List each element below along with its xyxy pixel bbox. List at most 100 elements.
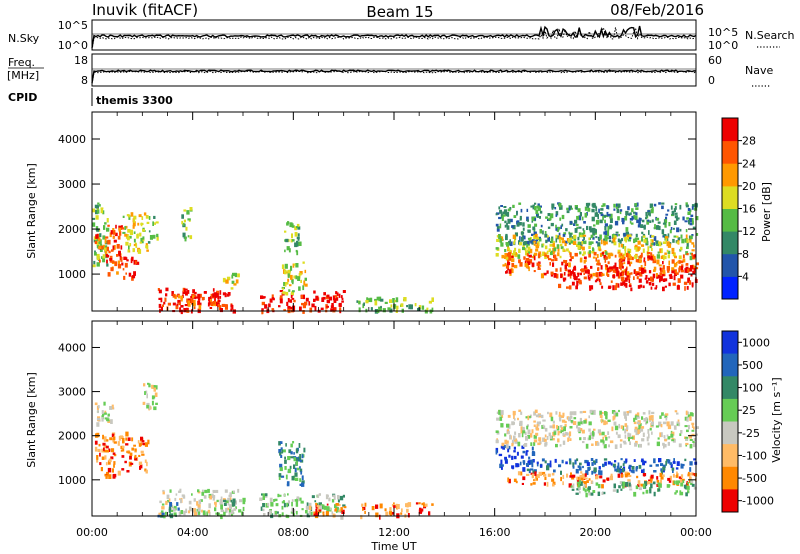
scatter-cell [506, 222, 508, 227]
scatter-cell [107, 239, 111, 245]
scatter-cell [579, 281, 582, 285]
scatter-cell [495, 223, 499, 227]
scatter-cell [500, 459, 503, 465]
scatter-cell [133, 444, 136, 447]
scatter-cell [586, 462, 590, 467]
scatter-cell [297, 456, 302, 462]
scatter-cell [125, 272, 127, 275]
scatter-cell [162, 491, 165, 495]
scatter-cell [665, 413, 669, 416]
scatter-cell [341, 300, 344, 303]
scatter-cell [630, 222, 634, 225]
scatter-cell [664, 285, 667, 288]
scatter-cell [555, 224, 557, 229]
scatter-cell [293, 263, 296, 266]
scatter-cell [362, 506, 366, 511]
scatter-cell [660, 255, 664, 259]
scatter-cell [509, 207, 512, 210]
scatter-cell [552, 481, 556, 485]
scatter-cell [660, 468, 663, 472]
scatter-cell [649, 464, 653, 467]
scatter-cell [685, 229, 688, 233]
scatter-cell [655, 273, 658, 278]
scatter-cell [133, 238, 136, 243]
scatter-cell [569, 259, 572, 262]
scatter-cell [604, 235, 608, 239]
scatter-cell [286, 301, 289, 306]
scatter-cell [538, 414, 542, 417]
scatter-cell [290, 274, 293, 280]
scatter-cell [623, 262, 626, 265]
scatter-cell [169, 502, 172, 507]
scatter-cell [641, 238, 644, 242]
scatter-cell [569, 460, 572, 465]
scatter-cell [420, 508, 424, 512]
scatter-cell [575, 492, 579, 495]
colorbar-tick-label: 8 [742, 248, 749, 261]
scatter-cell [544, 245, 548, 250]
scatter-cell [587, 207, 591, 212]
scatter-cell [575, 468, 579, 474]
scatter-cell [501, 213, 504, 216]
scatter-cell [660, 470, 663, 475]
scatter-cell [179, 488, 182, 493]
scatter-cell [129, 452, 133, 456]
scatter-cell [322, 504, 325, 510]
scatter-cell [193, 508, 196, 513]
scatter-cell [525, 435, 529, 441]
scatter-cell [534, 478, 537, 481]
scatter-cell [513, 414, 515, 419]
scatter-cell [552, 262, 555, 267]
scatter-cell [621, 272, 624, 277]
scatter-cell [673, 208, 676, 212]
scatter-cell [640, 252, 643, 258]
scatter-cell [223, 502, 227, 506]
scatter-cell [524, 263, 528, 267]
scatter-cell [597, 214, 599, 220]
scatter-cell [654, 224, 656, 230]
scatter-cell [103, 447, 105, 451]
scatter-cell [625, 268, 628, 272]
scatter-cell [298, 241, 302, 246]
scatter-cell [175, 305, 179, 310]
scatter-cell [612, 269, 616, 273]
scatter-cell [224, 489, 228, 493]
scatter-cell [619, 481, 622, 485]
scatter-cell [617, 251, 621, 254]
nsearch-label: N.Search [745, 29, 795, 42]
colorbar-tick-label: 12 [742, 225, 756, 238]
scatter-cell [636, 276, 639, 280]
scatter-cell [686, 267, 690, 273]
scatter-cell [99, 452, 101, 457]
scatter-cell [504, 439, 508, 445]
scatter-cell [526, 473, 530, 476]
scatter-cell [576, 425, 579, 429]
scatter-cell [647, 429, 650, 434]
scatter-cell [295, 501, 299, 507]
scatter-cell [229, 497, 232, 502]
scatter-cell [513, 421, 515, 425]
scatter-cell [693, 254, 696, 258]
scatter-cell [607, 461, 611, 465]
scatter-cell [271, 308, 275, 311]
cpid-label: CPID [8, 91, 37, 104]
scatter-cell [661, 274, 665, 277]
scatter-cell [184, 288, 186, 292]
scatter-cell [287, 298, 290, 303]
scatter-cell [302, 261, 305, 264]
noise-strip: N.Sky 10^5 10^0 10^5 10^0 N.Search [8, 19, 795, 52]
scatter-cell [571, 281, 575, 286]
scatter-cell [291, 507, 294, 513]
scatter-cell [691, 234, 694, 237]
scatter-cell [607, 252, 611, 258]
scatter-cell [302, 310, 305, 314]
x-tick-label: 12:00 [378, 526, 410, 539]
scatter-cell [686, 246, 689, 249]
scatter-cell [609, 225, 613, 228]
scatter-cell [97, 410, 99, 414]
scatter-cell [670, 464, 673, 468]
scatter-cell [217, 295, 220, 300]
scatter-cell [426, 307, 429, 311]
scatter-cell [651, 235, 655, 238]
scatter-cell [535, 248, 539, 252]
